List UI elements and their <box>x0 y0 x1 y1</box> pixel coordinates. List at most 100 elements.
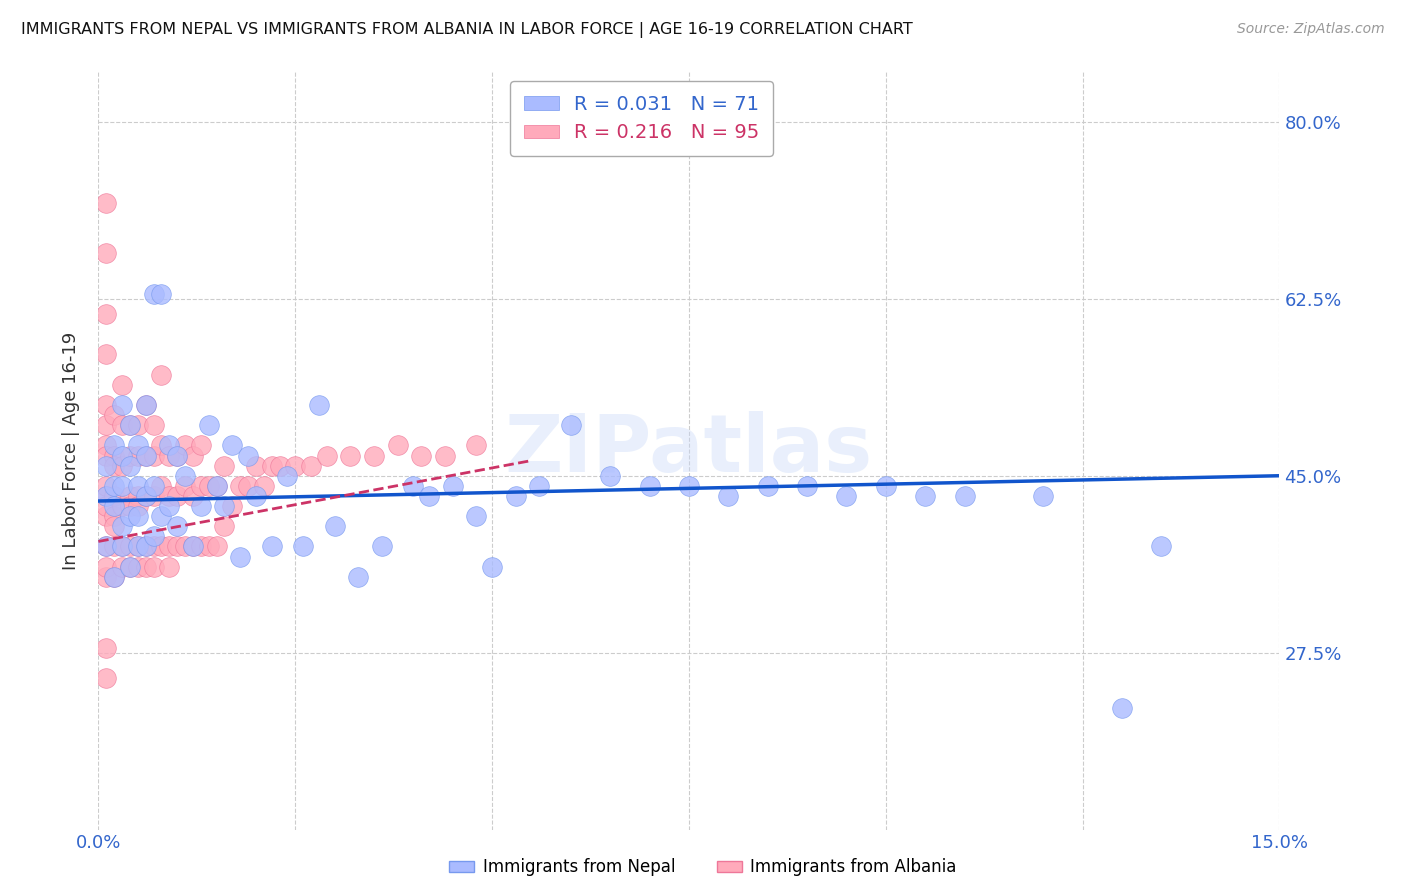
Point <box>96 671 118 685</box>
Point <box>103 408 125 422</box>
Point <box>197 540 219 554</box>
Point <box>96 246 118 260</box>
Point <box>127 509 149 524</box>
Point <box>221 438 243 452</box>
Point <box>402 479 425 493</box>
Point <box>96 570 118 584</box>
Point <box>118 418 141 433</box>
Point <box>236 449 259 463</box>
Point <box>678 479 700 493</box>
Point <box>127 540 149 554</box>
Legend: Immigrants from Nepal, Immigrants from Albania: Immigrants from Nepal, Immigrants from A… <box>443 852 963 883</box>
Point <box>96 489 118 503</box>
Point <box>96 540 118 554</box>
Point <box>127 559 149 574</box>
Point <box>181 449 204 463</box>
Point <box>756 479 779 493</box>
Point <box>181 540 204 554</box>
Point <box>157 438 180 452</box>
Point <box>214 499 236 513</box>
Point <box>166 449 188 463</box>
Point <box>166 449 188 463</box>
Point <box>96 449 118 463</box>
Point <box>142 559 165 574</box>
Point <box>103 458 125 473</box>
Point <box>339 449 361 463</box>
Point <box>441 479 464 493</box>
Point <box>190 479 212 493</box>
Point <box>96 347 118 361</box>
Point <box>111 540 134 554</box>
Point <box>96 307 118 321</box>
Point <box>284 458 307 473</box>
Point <box>118 499 141 513</box>
Point <box>481 559 503 574</box>
Point <box>433 449 456 463</box>
Point <box>103 519 125 533</box>
Point <box>96 195 118 210</box>
Point <box>111 499 134 513</box>
Point <box>103 540 125 554</box>
Point <box>111 449 134 463</box>
Point <box>157 559 180 574</box>
Point <box>127 499 149 513</box>
Point <box>190 438 212 452</box>
Point <box>229 549 252 564</box>
Point <box>315 449 337 463</box>
Point <box>111 377 134 392</box>
Text: ZIPatlas: ZIPatlas <box>505 411 873 490</box>
Point <box>127 479 149 493</box>
Point <box>96 499 118 513</box>
Point <box>142 529 165 543</box>
Point <box>135 449 157 463</box>
Point <box>103 570 125 584</box>
Point <box>717 489 740 503</box>
Point <box>103 489 125 503</box>
Point <box>150 509 173 524</box>
Point <box>118 458 141 473</box>
Point <box>96 489 118 503</box>
Point <box>142 286 165 301</box>
Point <box>1111 701 1133 715</box>
Point <box>111 519 134 533</box>
Point <box>96 509 118 524</box>
Point <box>796 479 818 493</box>
Point <box>135 489 157 503</box>
Point <box>387 438 409 452</box>
Point <box>111 559 134 574</box>
Point <box>96 398 118 412</box>
Text: IMMIGRANTS FROM NEPAL VS IMMIGRANTS FROM ALBANIA IN LABOR FORCE | AGE 16-19 CORR: IMMIGRANTS FROM NEPAL VS IMMIGRANTS FROM… <box>21 22 912 38</box>
Point <box>292 540 315 554</box>
Point <box>190 540 212 554</box>
Point <box>308 398 330 412</box>
Point <box>142 489 165 503</box>
Legend: R = 0.031   N = 71, R = 0.216   N = 95: R = 0.031 N = 71, R = 0.216 N = 95 <box>510 81 773 156</box>
Point <box>111 540 134 554</box>
Point <box>465 438 488 452</box>
Point <box>142 479 165 493</box>
Point <box>174 479 197 493</box>
Point <box>157 540 180 554</box>
Point <box>166 540 188 554</box>
Point <box>103 449 125 463</box>
Point <box>96 559 118 574</box>
Point <box>118 559 141 574</box>
Point <box>118 509 141 524</box>
Point <box>103 479 125 493</box>
Point <box>127 449 149 463</box>
Point <box>174 540 197 554</box>
Point <box>214 519 236 533</box>
Text: Source: ZipAtlas.com: Source: ZipAtlas.com <box>1237 22 1385 37</box>
Point <box>465 509 488 524</box>
Point <box>418 489 440 503</box>
Point <box>111 479 134 493</box>
Point <box>236 479 259 493</box>
Point <box>135 540 157 554</box>
Point <box>190 499 212 513</box>
Point <box>181 540 204 554</box>
Point <box>103 438 125 452</box>
Point <box>96 458 118 473</box>
Point <box>363 449 385 463</box>
Point <box>111 418 134 433</box>
Point <box>560 418 582 433</box>
